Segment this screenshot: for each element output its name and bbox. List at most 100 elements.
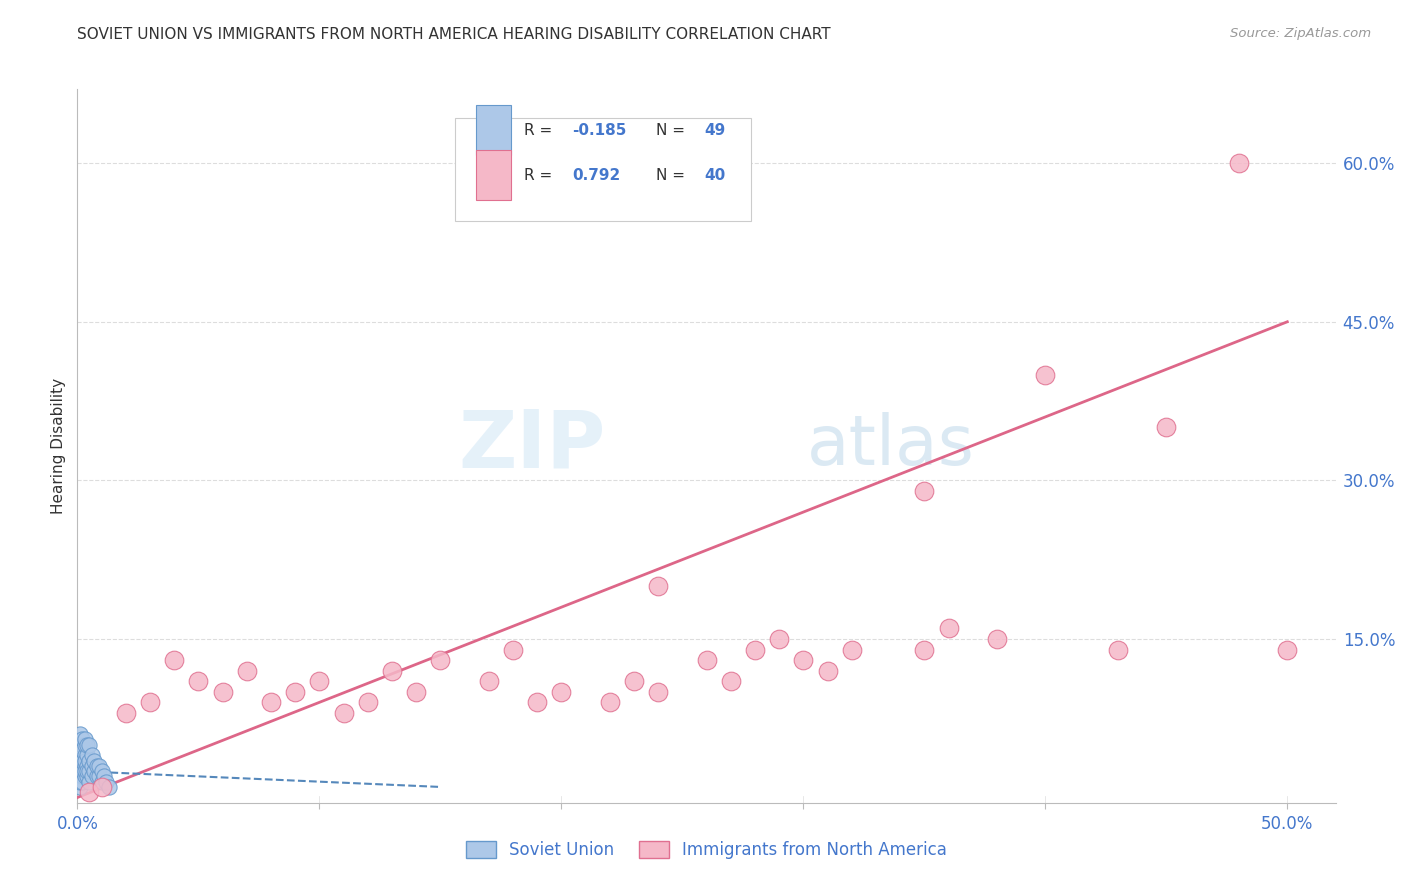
Point xyxy=(86,759,108,773)
Point xyxy=(79,785,101,799)
Point xyxy=(332,706,354,720)
Point xyxy=(405,685,427,699)
Point xyxy=(211,685,233,699)
Point xyxy=(70,748,93,763)
Point xyxy=(429,653,451,667)
Point xyxy=(260,695,283,709)
Point xyxy=(70,764,93,778)
Point xyxy=(114,706,136,720)
Point xyxy=(720,674,742,689)
Point xyxy=(502,642,524,657)
Point xyxy=(73,738,96,752)
Point xyxy=(1033,368,1056,382)
Point xyxy=(80,748,103,763)
Point xyxy=(69,727,91,741)
Bar xyxy=(477,105,512,155)
Text: R =: R = xyxy=(524,122,557,137)
Point xyxy=(80,759,103,773)
Point xyxy=(69,780,91,794)
Point xyxy=(83,764,105,778)
Point xyxy=(73,754,96,768)
Point xyxy=(1156,420,1178,434)
Point xyxy=(647,685,669,699)
Point xyxy=(79,754,101,768)
Point xyxy=(526,695,548,709)
Point xyxy=(284,685,307,699)
Point xyxy=(69,759,91,773)
Point xyxy=(1227,156,1250,170)
Point xyxy=(87,759,110,773)
Point xyxy=(550,685,572,699)
Point xyxy=(599,695,621,709)
Point xyxy=(235,664,257,678)
Bar xyxy=(477,151,512,201)
Point xyxy=(80,769,103,783)
Point xyxy=(357,695,380,709)
Point xyxy=(83,754,105,768)
Text: 40: 40 xyxy=(704,168,725,183)
Point xyxy=(817,664,839,678)
Point xyxy=(87,769,110,783)
Text: -0.185: -0.185 xyxy=(572,122,626,137)
Point xyxy=(841,642,863,657)
Point xyxy=(90,764,112,778)
Text: 0.792: 0.792 xyxy=(572,168,620,183)
Point xyxy=(97,780,120,794)
Text: atlas: atlas xyxy=(807,412,974,480)
Point xyxy=(69,748,91,763)
Point xyxy=(76,769,98,783)
Point xyxy=(70,743,93,757)
Point xyxy=(986,632,1008,646)
Text: N =: N = xyxy=(657,122,690,137)
Point xyxy=(86,769,108,783)
Point xyxy=(70,732,93,747)
Point xyxy=(744,642,766,657)
Point xyxy=(70,754,93,768)
Point xyxy=(912,483,935,498)
Point xyxy=(69,764,91,778)
Point xyxy=(73,748,96,763)
Y-axis label: Hearing Disability: Hearing Disability xyxy=(51,378,66,514)
Point xyxy=(90,780,112,794)
Point xyxy=(69,774,91,789)
Point xyxy=(73,764,96,778)
Point xyxy=(912,642,935,657)
Point xyxy=(1107,642,1129,657)
Point xyxy=(623,674,645,689)
Text: ZIP: ZIP xyxy=(458,407,606,485)
Text: N =: N = xyxy=(657,168,690,183)
Point xyxy=(76,738,98,752)
Point xyxy=(1277,642,1299,657)
Text: SOVIET UNION VS IMMIGRANTS FROM NORTH AMERICA HEARING DISABILITY CORRELATION CHA: SOVIET UNION VS IMMIGRANTS FROM NORTH AM… xyxy=(77,27,831,42)
Text: Source: ZipAtlas.com: Source: ZipAtlas.com xyxy=(1230,27,1371,40)
Point xyxy=(381,664,404,678)
Point xyxy=(76,764,98,778)
Point xyxy=(70,759,93,773)
Point xyxy=(79,738,101,752)
Point xyxy=(73,769,96,783)
Point xyxy=(79,764,101,778)
Point xyxy=(76,759,98,773)
Point xyxy=(187,674,209,689)
Point xyxy=(73,759,96,773)
Point xyxy=(938,621,960,635)
Point xyxy=(90,774,112,789)
Point xyxy=(70,774,93,789)
Text: R =: R = xyxy=(524,168,562,183)
Point xyxy=(69,743,91,757)
Point xyxy=(308,674,330,689)
Point xyxy=(70,769,93,783)
Legend: Soviet Union, Immigrants from North America: Soviet Union, Immigrants from North Amer… xyxy=(458,834,955,866)
FancyBboxPatch shape xyxy=(456,118,751,221)
Point xyxy=(69,754,91,768)
Point xyxy=(76,748,98,763)
Point xyxy=(696,653,718,667)
Point xyxy=(139,695,162,709)
Point xyxy=(79,774,101,789)
Point xyxy=(93,769,115,783)
Point xyxy=(70,738,93,752)
Point xyxy=(163,653,186,667)
Point xyxy=(96,774,118,789)
Point xyxy=(792,653,814,667)
Point xyxy=(478,674,501,689)
